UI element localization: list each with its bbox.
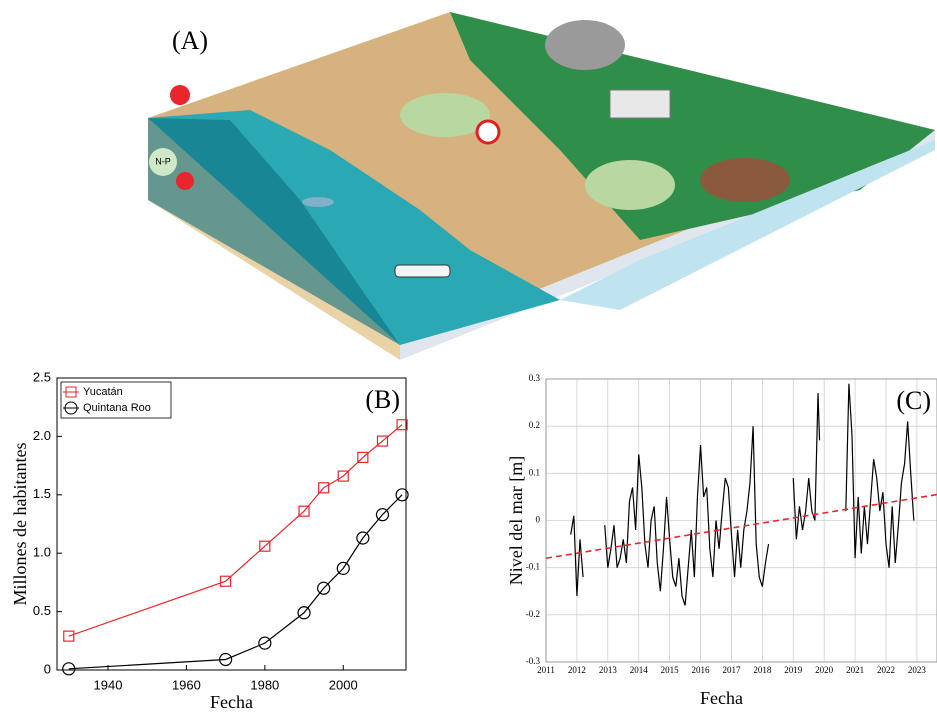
x-tick-label: 2012 [568, 665, 586, 675]
axes-frame [57, 378, 406, 670]
x-tick-label: 1960 [172, 677, 201, 692]
y-tick-label: 0.1 [529, 467, 540, 477]
illustration-label: N-P [155, 156, 171, 166]
y-tick-label: -0.1 [526, 562, 540, 572]
storm-icon [170, 85, 190, 105]
legend-label: Quintana Roo [83, 402, 151, 414]
legend-label: Yucatán [83, 386, 123, 398]
prohibition-sign [477, 121, 499, 143]
y-axis-label: Nivel del mar [m] [506, 456, 526, 585]
x-axis-label: Fecha [210, 692, 253, 712]
illustration: N-P (A) [148, 12, 935, 360]
x-axis-label: Fecha [700, 688, 743, 708]
x-tick-label: 2000 [329, 677, 358, 692]
village [585, 160, 675, 210]
factory [610, 90, 670, 118]
y-tick-label: 0 [536, 515, 541, 525]
city [545, 20, 625, 70]
y-tick-label: 2.5 [33, 369, 51, 384]
y-tick-label: 1.5 [33, 486, 51, 501]
y-tick-label: 0 [44, 661, 51, 676]
panel-label: (B) [365, 385, 400, 414]
farm [700, 158, 790, 202]
y-tick-label: 0.2 [529, 420, 540, 430]
x-tick-label: 2014 [630, 665, 649, 675]
x-tick-label: 2013 [599, 665, 618, 675]
x-tick-label: 1980 [250, 677, 279, 692]
y-tick-label: -0.2 [526, 609, 540, 619]
x-tick-label: 2011 [537, 665, 555, 675]
x-tick-label: 2019 [784, 665, 803, 675]
series-line [69, 425, 402, 636]
series-line [571, 384, 914, 606]
y-tick-label: 0.5 [33, 603, 51, 618]
pollution-circle [176, 172, 194, 190]
x-tick-label: 2017 [722, 665, 741, 675]
x-tick-label: 2023 [908, 665, 927, 675]
boat [395, 265, 450, 277]
y-tick-label: 0.3 [529, 373, 541, 383]
x-tick-label: 2018 [753, 665, 772, 675]
panel-label: (C) [896, 386, 931, 415]
x-tick-label: 2015 [661, 665, 680, 675]
dolphin [302, 197, 334, 207]
panel-label: (A) [172, 26, 208, 55]
x-tick-label: 2020 [815, 665, 834, 675]
chart: 0 0.5 1.0 1.5 2.0 2.5 1940 1960 1980 2000 Yucatán Q… [10, 369, 408, 712]
x-tick-label: 2021 [846, 665, 864, 675]
x-tick-label: 2022 [877, 665, 895, 675]
x-tick-label: 2016 [692, 665, 711, 675]
y-tick-label: 1.0 [33, 545, 51, 560]
x-tick-label: 1940 [94, 677, 123, 692]
figure: N-P (A) 0 0.5 1.0 1.5 2.0 2.5 1940 1960 1980 2000… [0, 0, 937, 713]
y-axis-label: Millones de habitantes [10, 443, 30, 606]
y-tick-label: 2.0 [33, 428, 51, 443]
series-line [69, 495, 402, 669]
